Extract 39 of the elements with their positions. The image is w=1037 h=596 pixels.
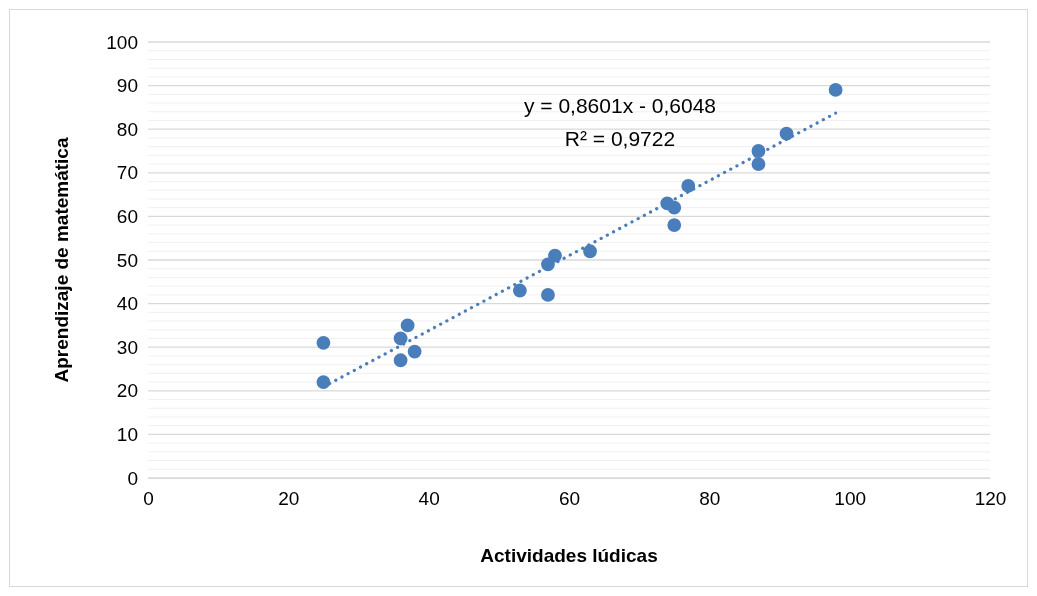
point [583,244,597,259]
point [681,178,696,193]
point [667,218,682,233]
y-tick-label: 20 [116,380,138,402]
x-tick-label: 100 [834,488,867,510]
point [828,83,843,97]
point [400,318,415,333]
point [512,283,527,298]
point [751,144,766,158]
point [316,375,331,389]
y-tick-label: 40 [116,293,138,315]
x-axis-title: Actividades lúdicas [480,545,658,566]
y-tick-label: 90 [116,75,138,97]
point [779,126,794,141]
y-axis-title: Aprendizaje de matemática [51,137,72,383]
point [393,331,408,346]
point [393,353,408,368]
y-tick-label: 10 [116,423,138,445]
point [667,200,682,215]
x-tick-label: 40 [418,488,440,510]
annotation: y = 0,8601x - 0,6048 [523,94,717,117]
x-tick-label: 80 [699,488,721,510]
y-tick-label: 30 [116,336,138,358]
y-tick-label: 100 [106,31,138,53]
x-tick-label: 20 [278,488,300,510]
annotation: R² = 0,9722 [564,127,676,150]
point [316,335,331,350]
y-tick-label: 80 [116,118,138,140]
y-tick-label: 50 [116,249,138,271]
x-tick-label: 60 [558,488,581,510]
point [541,287,555,302]
point [548,248,562,263]
x-tick-label: 120 [974,488,1007,510]
y-tick-label: 60 [116,205,138,227]
point [407,344,422,359]
y-tick-label: 0 [127,467,138,489]
y-tick-label: 70 [116,162,138,184]
point [751,157,766,171]
x-tick-label: 0 [143,488,154,510]
